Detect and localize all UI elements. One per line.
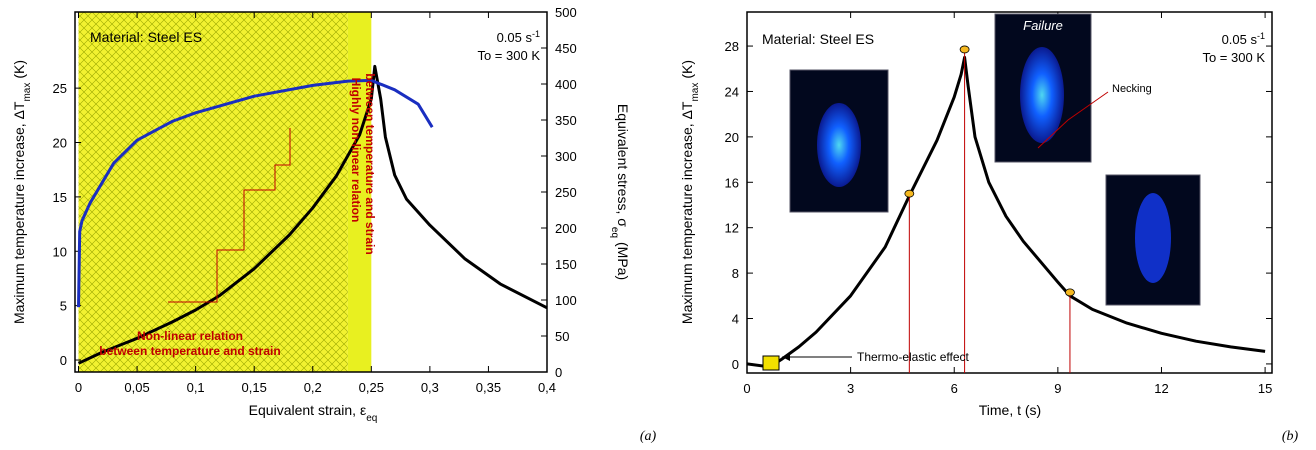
- marker: [959, 45, 970, 54]
- data-line: [746, 55, 1266, 368]
- annotation: Highly non-linear relation: [349, 78, 363, 223]
- annotation: between temperature and strain: [99, 344, 280, 358]
- y-tick-label: 0: [732, 357, 739, 372]
- y-axis-label: Maximum temperature increase, ΔTmax (K): [11, 60, 33, 324]
- y2-tick-label: 50: [555, 329, 569, 344]
- y-label-end: (K): [11, 60, 27, 79]
- temperature-label: To = 300 K: [477, 48, 540, 63]
- x-tick-label: 0,25: [359, 380, 384, 395]
- x-label: Equivalent strain, ε: [249, 402, 367, 418]
- y-label: Maximum temperature increase, ΔT: [679, 101, 695, 324]
- y2-label: Equivalent stress, σ: [615, 104, 631, 227]
- rate-label: 0.05 s-1: [497, 29, 540, 45]
- x-label-sub: eq: [366, 413, 377, 424]
- necking-pointer: [1037, 91, 1109, 149]
- y-tick-label: 12: [725, 221, 739, 236]
- y2-tick-label: 200: [555, 221, 577, 236]
- y2-tick-label: 500: [555, 5, 577, 20]
- panel-a: 0 0,05 0,1 0,15 0,2 0,25 0,3 0,35 0,405101520250…: [53, 5, 577, 395]
- x-tick-label: 15: [1258, 381, 1272, 396]
- y2-tick-label: 150: [555, 257, 577, 272]
- y-tick-label: 4: [732, 312, 739, 327]
- x-tick-label: 0,15: [242, 380, 267, 395]
- y-tick-label: 0: [60, 353, 67, 368]
- y-tick-label: 20: [725, 130, 739, 145]
- data-line: [77, 78, 434, 308]
- y2-label-sub: eq: [610, 227, 621, 238]
- rate-sup: -1: [532, 29, 540, 39]
- arrow-head: [782, 353, 790, 361]
- specimen: [1020, 47, 1064, 143]
- shaded-region: [78, 12, 348, 372]
- y2-tick-label: 100: [555, 293, 577, 308]
- y-tick-label: 10: [53, 244, 67, 259]
- x-tick-label: 0,1: [187, 380, 205, 395]
- x-axis-label: Equivalent strain, εeq: [249, 402, 378, 424]
- annotation: Thermo-elastic effect: [857, 350, 969, 364]
- y-tick-label: 20: [53, 136, 67, 151]
- panel-b: 0 3 6 9 12 15 0 4 8 12 16 20 24 28: [725, 11, 1273, 396]
- highlight-box: [762, 355, 780, 371]
- y-tick-label: 24: [725, 84, 739, 99]
- x-tick-label: 0: [743, 381, 750, 396]
- material-label: Material: Steel ES: [90, 29, 202, 45]
- staircase: [168, 128, 291, 303]
- y2-axis-label: Equivalent stress, σeq (MPa): [610, 104, 632, 280]
- x-tick-label: 0,35: [476, 380, 501, 395]
- annotation: Necking: [1112, 83, 1152, 95]
- rate-sup: -1: [1257, 31, 1265, 41]
- y2-tick-label: 300: [555, 149, 577, 164]
- x-tick-label: 12: [1154, 381, 1168, 396]
- y-label-end: (K): [679, 60, 695, 79]
- annotation: Failure: [1023, 18, 1063, 33]
- y-label: Maximum temperature increase, ΔT: [11, 101, 27, 324]
- annotation: Non-linear relation: [137, 329, 243, 343]
- rate-label: 0.05 s-1: [1222, 31, 1265, 47]
- rate: 0.05 s: [1222, 32, 1258, 47]
- y-tick-label: 25: [53, 81, 67, 96]
- x-tick-label: 0,05: [124, 380, 149, 395]
- rate: 0.05 s: [497, 30, 533, 45]
- marker: [904, 189, 915, 198]
- y-label-sub: max: [690, 83, 701, 102]
- x-tick-label: 0: [75, 380, 82, 395]
- x-axis-label: Time, t (s): [979, 402, 1041, 418]
- y-tick-label: 5: [60, 299, 67, 314]
- data-line: [77, 64, 548, 365]
- y-tick-label: 28: [725, 39, 739, 54]
- y-tick-label: 8: [732, 266, 739, 281]
- panel-label: (a): [640, 429, 657, 444]
- y-axis-label: Maximum temperature increase, ΔTmax (K): [679, 60, 701, 324]
- y2-label-end: (MPa): [615, 242, 631, 280]
- specimen: [1135, 193, 1171, 283]
- plot-frame: [746, 11, 1273, 374]
- temperature-label: To = 300 K: [1202, 50, 1265, 65]
- y-tick-label: 15: [53, 190, 67, 205]
- specimen: [817, 103, 861, 187]
- panel-label: (b): [1282, 429, 1299, 444]
- y2-tick-label: 250: [555, 185, 577, 200]
- y2-tick-label: 400: [555, 77, 577, 92]
- x-tick-label: 0,3: [421, 380, 439, 395]
- y2-tick-label: 0: [555, 365, 562, 380]
- y2-tick-label: 350: [555, 113, 577, 128]
- x-tick-label: 3: [847, 381, 854, 396]
- x-tick-label: 6: [951, 381, 958, 396]
- y2-tick-label: 450: [555, 41, 577, 56]
- x-tick-label: 0,4: [538, 380, 556, 395]
- y-label-sub: max: [22, 83, 33, 102]
- marker: [1065, 288, 1075, 297]
- annotation: between temperature and strain: [363, 73, 377, 254]
- x-tick-label: 0,2: [304, 380, 322, 395]
- shaded-region: [347, 12, 372, 372]
- y-tick-label: 16: [725, 175, 739, 190]
- material-label: Material: Steel ES: [762, 31, 874, 47]
- x-tick-label: 9: [1054, 381, 1061, 396]
